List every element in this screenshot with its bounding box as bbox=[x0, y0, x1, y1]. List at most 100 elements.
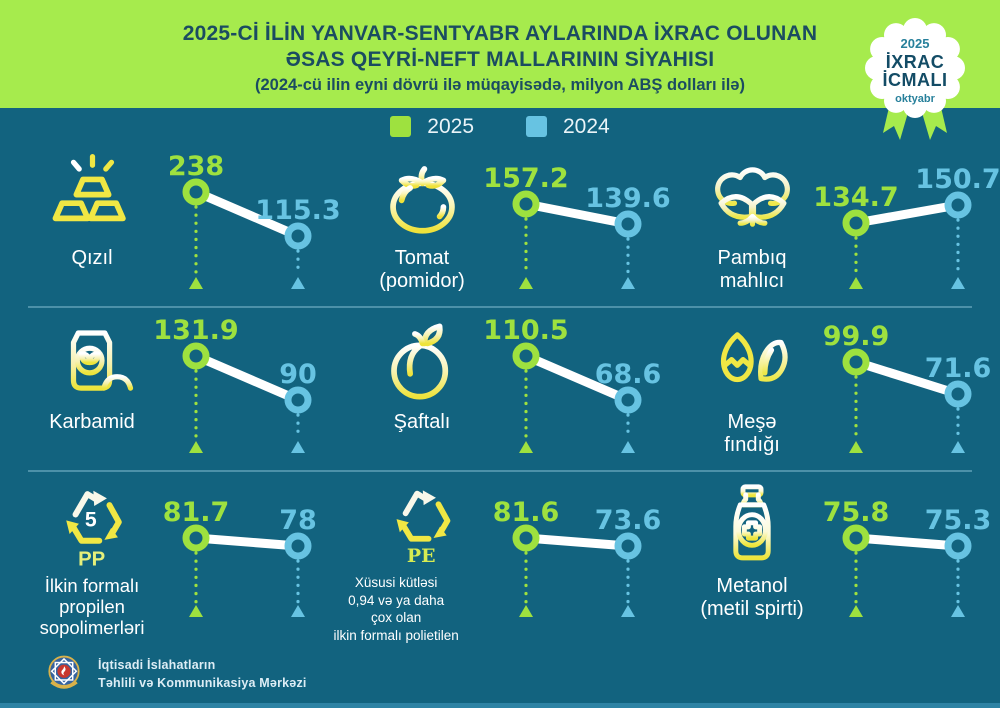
item-label-line: çox olan bbox=[370, 610, 422, 626]
item-chart: 134.7 150.7 bbox=[813, 150, 1000, 302]
dot-2025 bbox=[512, 342, 540, 370]
item-label-line: (metil spirti) bbox=[700, 597, 804, 620]
item-icon-column: Pambıq mahlıcı bbox=[682, 150, 822, 293]
item-label: İlkin formalı propilen sopolimerləri bbox=[40, 575, 145, 638]
item-chart: 75.8 75.3 bbox=[822, 478, 1000, 630]
export-item: Pambıq mahlıcı 134.7 150.7 bbox=[682, 145, 1000, 305]
export-item: Qızıl 238 115.3 bbox=[22, 145, 352, 305]
slope-chart: 238 115.3 bbox=[168, 151, 341, 289]
legend-item-2025: 2025 bbox=[390, 115, 474, 139]
value-2025: 81.7 bbox=[163, 497, 230, 528]
footer: İqtisadi İslahatların Təhlili və Kommuni… bbox=[42, 652, 307, 696]
value-2024: 139.6 bbox=[585, 183, 670, 214]
svg-text:PP: PP bbox=[78, 548, 105, 570]
export-item: Şaftalı 110.5 68.6 bbox=[352, 309, 682, 469]
fertilizer-bag-icon bbox=[45, 314, 140, 409]
dot-2025 bbox=[842, 348, 870, 376]
dot-2024 bbox=[284, 222, 312, 250]
dot-2024 bbox=[944, 191, 972, 219]
value-2025: 238 bbox=[168, 151, 224, 182]
baseline-triangle-2025 bbox=[189, 605, 203, 617]
slope-chart: 81.6 73.6 bbox=[493, 497, 662, 617]
value-2024: 78 bbox=[279, 505, 317, 536]
item-label-line: ilkin formalı polietilen bbox=[333, 627, 459, 643]
dot-2024 bbox=[614, 386, 642, 414]
item-label-line: 0,94 və ya daha bbox=[348, 592, 445, 608]
connector-line bbox=[851, 533, 963, 551]
bottle-icon bbox=[707, 478, 797, 573]
value-2025: 99.9 bbox=[823, 321, 890, 352]
footer-org-name: İqtisadi İslahatların Təhlili və Kommuni… bbox=[98, 656, 307, 692]
item-label: Tomat (pomidor) bbox=[379, 247, 465, 293]
item-label: Xüsusi kütləsi 0,94 və ya daha çox olan ilk… bbox=[274, 574, 519, 644]
baseline-triangle-2024 bbox=[621, 441, 635, 453]
legend-2024-label: 2024 bbox=[563, 114, 610, 138]
legend-item-2024: 2024 bbox=[526, 115, 610, 139]
baseline-triangle-2025 bbox=[849, 605, 863, 617]
value-2025: 131.9 bbox=[153, 315, 238, 346]
badge-scallop-shape bbox=[865, 18, 965, 118]
item-label-line: Qızıl bbox=[71, 247, 113, 269]
export-item: Karbamid 131.9 90 bbox=[22, 309, 352, 469]
items-row-1: Qızıl 238 115.3 Tomat (pomidor) 157.2 139… bbox=[0, 145, 1000, 305]
export-item: PE Xüsusi kütləsi 0,94 və ya daha çox olan… bbox=[333, 473, 682, 651]
dot-2025 bbox=[842, 524, 870, 552]
aerc-emblem-logo bbox=[48, 655, 80, 689]
export-item: 5 PP İlkin formalı propilen sopolimerləri 8… bbox=[22, 473, 352, 651]
item-chart: 81.7 78 bbox=[162, 478, 352, 630]
value-2025: 81.6 bbox=[493, 497, 560, 528]
baseline-triangle-2024 bbox=[291, 441, 305, 453]
dot-2025 bbox=[182, 342, 210, 370]
header-banner: 2025-Cİ İLİN YANVAR-SENTYABR AYLARINDA İ… bbox=[0, 0, 1000, 108]
connector-line bbox=[521, 351, 633, 405]
value-2025: 110.5 bbox=[483, 315, 568, 346]
recycle-pe-icon: PE bbox=[378, 478, 466, 570]
slope-chart: 99.9 71.6 bbox=[823, 321, 991, 453]
item-label-line: Tomat bbox=[394, 247, 450, 269]
value-2024: 115.3 bbox=[255, 195, 340, 226]
dot-2024 bbox=[944, 380, 972, 408]
value-2025: 157.2 bbox=[483, 163, 568, 194]
item-icon-column: PE Xüsusi kütləsi 0,94 və ya daha çox olan… bbox=[333, 478, 492, 644]
badge-month: oktyabr bbox=[895, 93, 935, 105]
baseline-triangle-2025 bbox=[849, 277, 863, 289]
value-2025: 134.7 bbox=[813, 182, 898, 213]
value-2024: 73.6 bbox=[595, 505, 662, 536]
baseline-triangle-2024 bbox=[951, 441, 965, 453]
baseline-triangle-2024 bbox=[621, 277, 635, 289]
item-label-line: Karbamid bbox=[49, 411, 135, 433]
item-icon-column: Metanol (metil spirti) bbox=[682, 478, 822, 621]
footer-org-line2: Təhlili və Kommunikasiya Mərkəzi bbox=[98, 676, 307, 690]
baseline-triangle-2025 bbox=[519, 605, 533, 617]
dot-2024 bbox=[614, 210, 642, 238]
dot-2025 bbox=[182, 178, 210, 206]
item-chart: 99.9 71.6 bbox=[822, 314, 1000, 466]
item-chart: 238 115.3 bbox=[162, 150, 352, 302]
item-label-line: (pomidor) bbox=[379, 269, 465, 292]
export-item: Tomat (pomidor) 157.2 139.6 bbox=[352, 145, 682, 305]
connector-line bbox=[191, 351, 303, 405]
title-line2: ƏSAS QEYRİ-NEFT MALLARININ SİYAHISI bbox=[285, 48, 715, 71]
value-2024: 75.3 bbox=[925, 505, 992, 536]
dot-2024 bbox=[944, 532, 972, 560]
value-2024: 150.7 bbox=[915, 164, 1000, 195]
item-chart: 131.9 90 bbox=[153, 314, 352, 466]
row-separator bbox=[28, 470, 972, 472]
item-label-line: mahlıcı bbox=[719, 269, 785, 292]
item-icon-column: Qızıl bbox=[22, 150, 162, 270]
legend-2024-swatch bbox=[526, 116, 547, 137]
item-label: Qızıl bbox=[71, 247, 112, 270]
slope-chart: 157.2 139.6 bbox=[483, 163, 671, 289]
item-label: Karbamid bbox=[49, 411, 135, 434]
connector-line bbox=[851, 357, 963, 399]
baseline-triangle-2024 bbox=[291, 605, 305, 617]
slope-chart: 131.9 90 bbox=[153, 315, 317, 453]
dot-2025 bbox=[512, 524, 540, 552]
item-label-line: sopolimerləri bbox=[39, 617, 145, 639]
bottom-accent-strip bbox=[0, 703, 1000, 708]
connector-line bbox=[521, 199, 633, 229]
item-label-line: Meşə bbox=[727, 411, 777, 433]
rosette-badge-graphic: 2025 İXRAC İCMALI oktyabr bbox=[865, 18, 965, 140]
value-2024: 68.6 bbox=[595, 359, 662, 390]
item-icon-column: Tomat (pomidor) bbox=[352, 150, 492, 293]
